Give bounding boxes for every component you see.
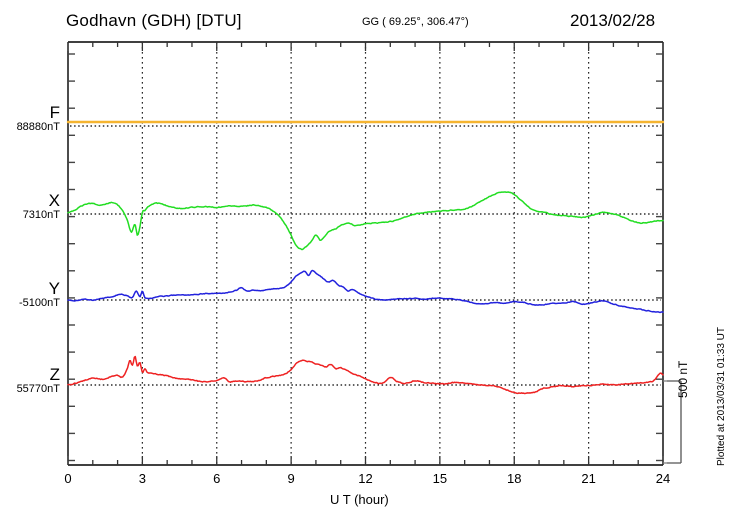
page-title: Godhavn (GDH) [DTU] [66,11,242,30]
component-name-y: Y [48,279,60,298]
component-label-y: Y -5100nT [0,280,60,310]
component-baseline-x: 7310nT [22,209,60,221]
x-tick-label: 18 [507,471,521,486]
x-tick-label: 15 [433,471,447,486]
scale-bar-label: 500 nT [676,360,690,398]
component-name-f: F [49,103,60,122]
observation-date: 2013/02/28 [570,11,656,30]
x-axis-tick-labels: 0 3 6 9 12 15 18 21 24 [64,471,670,486]
component-label-f: F 88880nT [0,104,60,134]
x-tick-label: 24 [656,471,670,486]
component-baseline-y: -5100nT [19,297,60,309]
plotted-timestamp: Plotted at 2013/03/31 01:33 UT [716,327,727,466]
component-label-z: Z 55770nT [0,366,60,396]
trace-y [67,269,664,314]
x-tick-label: 9 [288,471,295,486]
grid-lines [141,42,590,465]
component-name-z: Z [49,365,60,384]
x-axis-ticks [67,42,664,465]
component-baseline-z: 55770nT [16,383,60,395]
x-tick-label: 6 [213,471,220,486]
x-tick-label: 21 [581,471,595,486]
x-tick-label: 12 [358,471,372,486]
trace-z [67,355,664,395]
x-tick-label: 0 [64,471,71,486]
x-tick-label: 3 [139,471,146,486]
scale-bar [663,380,682,464]
component-baselines [70,125,661,386]
component-name-x: X [48,191,60,210]
component-baseline-f: 88880nT [16,121,60,133]
trace-x [67,191,664,251]
component-traces [66,120,665,395]
component-label-x: X 7310nT [0,192,60,222]
geographic-coordinates: GG ( 69.25°, 306.47°) [362,16,469,28]
x-axis-title: U T (hour) [330,492,389,507]
